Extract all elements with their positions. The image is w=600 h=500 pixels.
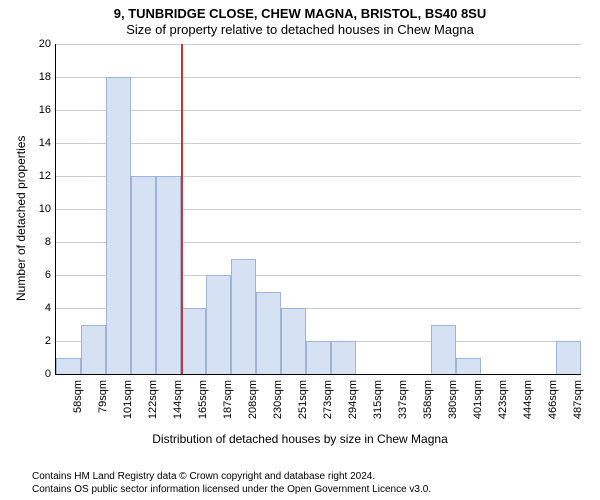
histogram-bar bbox=[331, 341, 356, 374]
x-tick-label: 444sqm bbox=[522, 380, 534, 419]
y-tick-label: 0 bbox=[23, 368, 51, 380]
histogram-bar bbox=[456, 358, 481, 375]
y-tick-label: 18 bbox=[23, 71, 51, 83]
x-tick-label: 337sqm bbox=[397, 380, 409, 419]
y-tick-label: 8 bbox=[23, 236, 51, 248]
plot-area bbox=[55, 44, 581, 375]
histogram-bar bbox=[431, 325, 456, 375]
histogram-bar bbox=[306, 341, 331, 374]
x-tick-label: 101sqm bbox=[122, 380, 134, 419]
histogram-bar bbox=[281, 308, 306, 374]
histogram-bar bbox=[181, 308, 206, 374]
title-address: 9, TUNBRIDGE CLOSE, CHEW MAGNA, BRISTOL,… bbox=[0, 6, 600, 22]
title-subtitle: Size of property relative to detached ho… bbox=[0, 22, 600, 38]
histogram-bar bbox=[256, 292, 281, 375]
chart-container: 9, TUNBRIDGE CLOSE, CHEW MAGNA, BRISTOL,… bbox=[0, 0, 600, 500]
x-tick-label: 165sqm bbox=[197, 380, 209, 419]
grid-line bbox=[56, 77, 581, 78]
footer-line1: Contains HM Land Registry data © Crown c… bbox=[32, 470, 431, 483]
y-tick-label: 2 bbox=[23, 335, 51, 347]
histogram-bar bbox=[156, 176, 181, 374]
histogram-bar bbox=[56, 358, 81, 375]
histogram-bar bbox=[556, 341, 581, 374]
x-tick-label: 466sqm bbox=[547, 380, 559, 419]
y-tick-label: 10 bbox=[23, 203, 51, 215]
histogram-bar bbox=[231, 259, 256, 375]
x-tick-label: 358sqm bbox=[422, 380, 434, 419]
x-tick-label: 230sqm bbox=[272, 380, 284, 419]
property-marker-line bbox=[181, 44, 183, 374]
y-tick-label: 16 bbox=[23, 104, 51, 116]
grid-line bbox=[56, 110, 581, 111]
histogram-bar bbox=[206, 275, 231, 374]
x-tick-label: 208sqm bbox=[247, 380, 259, 419]
x-tick-label: 144sqm bbox=[172, 380, 184, 419]
histogram-bar bbox=[106, 77, 131, 374]
footer-line2: Contains OS public sector information li… bbox=[32, 483, 431, 496]
y-tick-label: 4 bbox=[23, 302, 51, 314]
x-tick-label: 251sqm bbox=[297, 380, 309, 419]
x-tick-label: 487sqm bbox=[572, 380, 584, 419]
histogram-bar bbox=[131, 176, 156, 374]
x-tick-label: 122sqm bbox=[147, 380, 159, 419]
title-block: 9, TUNBRIDGE CLOSE, CHEW MAGNA, BRISTOL,… bbox=[0, 0, 600, 39]
x-tick-label: 401sqm bbox=[472, 380, 484, 419]
y-tick-label: 14 bbox=[23, 137, 51, 149]
x-tick-label: 79sqm bbox=[97, 380, 109, 413]
y-tick-label: 12 bbox=[23, 170, 51, 182]
x-tick-label: 315sqm bbox=[372, 380, 384, 419]
histogram-bar bbox=[81, 325, 106, 375]
y-tick-label: 6 bbox=[23, 269, 51, 281]
footer-attribution: Contains HM Land Registry data © Crown c… bbox=[32, 470, 431, 496]
x-tick-label: 294sqm bbox=[347, 380, 359, 419]
x-tick-label: 380sqm bbox=[447, 380, 459, 419]
grid-line bbox=[56, 143, 581, 144]
x-tick-label: 58sqm bbox=[72, 380, 84, 413]
x-axis-label: Distribution of detached houses by size … bbox=[0, 432, 600, 446]
y-tick-label: 20 bbox=[23, 38, 51, 50]
grid-line bbox=[56, 44, 581, 45]
x-tick-label: 423sqm bbox=[497, 380, 509, 419]
x-tick-label: 273sqm bbox=[322, 380, 334, 419]
x-tick-label: 187sqm bbox=[222, 380, 234, 419]
